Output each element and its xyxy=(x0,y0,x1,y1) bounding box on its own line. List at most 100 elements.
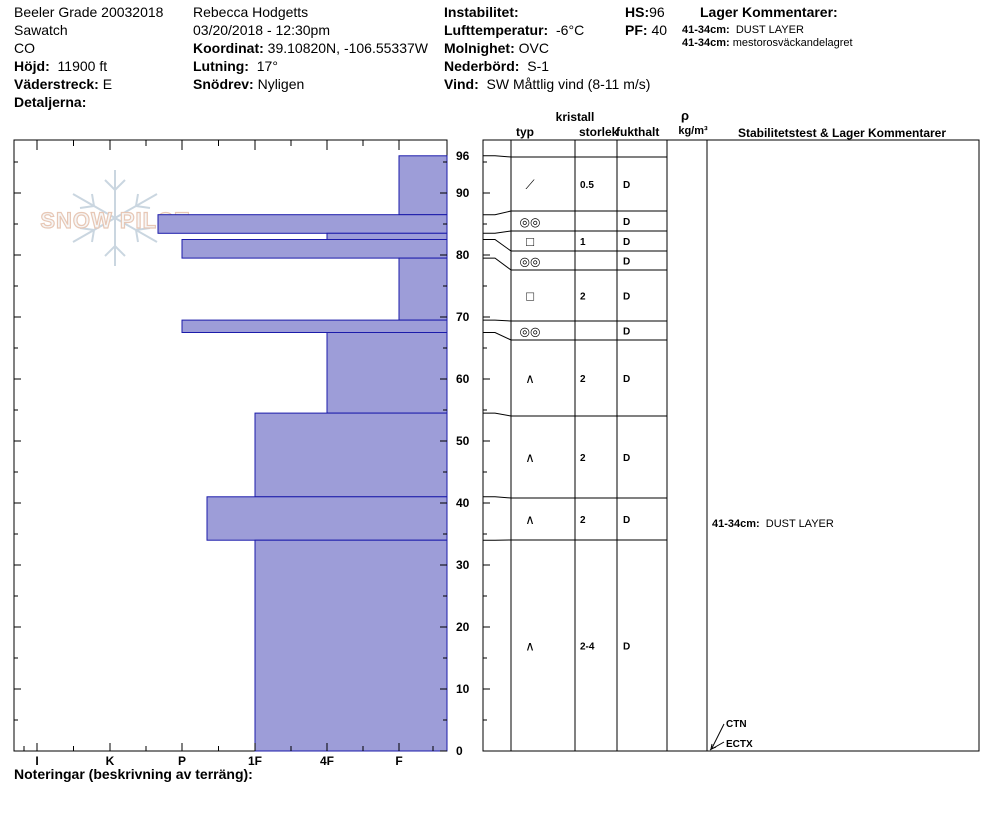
grain-size: 1 xyxy=(580,237,586,248)
layer-connector xyxy=(483,155,512,158)
hardness-bar-5 xyxy=(181,319,448,334)
moisture: D xyxy=(623,180,630,191)
details: Detaljerna: xyxy=(14,94,87,110)
header-stability: Stabilitetstest & Lager Kommentarer xyxy=(738,126,946,140)
hardness-bar-4 xyxy=(398,257,448,321)
air-temperature: Lufttemperatur: -6°C xyxy=(444,22,585,38)
layer-connector xyxy=(483,239,512,252)
layer-connector xyxy=(483,210,512,216)
test-ctn: CTN xyxy=(726,719,747,730)
depth-axis: 0 10 20 30 40 50 60 70 80 90 96 xyxy=(14,149,490,758)
hardness-label: F xyxy=(395,754,402,768)
header-size: storlek xyxy=(579,125,619,139)
hardness-bar-2 xyxy=(326,232,448,241)
grain-type-icon: ∧ xyxy=(525,371,535,386)
header-moisture: fukthalt xyxy=(616,125,659,139)
site-title: Beeler Grade 20032018 xyxy=(14,4,164,20)
header-type: typ xyxy=(516,125,534,139)
snow-height: HS:96 xyxy=(625,4,665,20)
depth-label: 0 xyxy=(456,744,463,758)
grain-type-icon: ◎◎ xyxy=(520,215,541,229)
hardness-bar-8 xyxy=(206,496,448,541)
depth-label: 50 xyxy=(456,434,470,448)
observer-name: Rebecca Hodgetts xyxy=(193,4,309,20)
aspect: Väderstreck: E xyxy=(14,76,113,92)
grain-type-icon: ◎◎ xyxy=(520,325,541,339)
header-density-unit: kg/m³ xyxy=(678,125,708,137)
header-rho: ρ xyxy=(681,108,689,123)
depth-label: 60 xyxy=(456,372,470,386)
hardness-bar-0 xyxy=(398,155,448,216)
grain-type-icon: ∧ xyxy=(525,450,535,465)
hardness-ticks: I K P 1F 4F F xyxy=(23,140,434,768)
header-col3: Instabilitet: Lufttemperatur: -6°C Molni… xyxy=(444,3,650,93)
layer-comment-2: 41-34cm: mestorosväckandelagret xyxy=(682,37,853,49)
test-ectx: ECTX xyxy=(726,739,753,750)
layer-rows: ⟋ 0.5 D ◎◎ D □ 1 D ◎◎ D □ 2 D ◎◎ D ∧ 2 D ∧ 2 D ∧ 2 D ∧ 2-4 D xyxy=(483,155,667,654)
hardness-bar-3 xyxy=(181,239,448,259)
grain-size: 2-4 xyxy=(580,642,595,653)
layer-table-columns xyxy=(510,140,708,751)
instability: Instabilitet: xyxy=(444,4,519,20)
wind-loading: Snödrev: Nyligen xyxy=(193,76,305,92)
hardness-label: K xyxy=(106,754,115,768)
moisture: D xyxy=(623,642,630,653)
grain-size: 2 xyxy=(580,292,586,303)
grain-type-icon: □ xyxy=(526,234,534,249)
layer-connector xyxy=(483,230,512,234)
moisture: D xyxy=(623,374,630,385)
mountain-range: Sawatch xyxy=(14,22,68,38)
notes-label: Noteringar (beskrivning av terräng): xyxy=(14,766,253,782)
precipitation: Nederbörd: S-1 xyxy=(444,58,550,74)
depth-label: 70 xyxy=(456,310,470,324)
stability-comment: 41-34cm: DUST LAYER xyxy=(712,518,834,530)
moisture: D xyxy=(623,515,630,526)
layer-connector xyxy=(483,319,512,322)
layer-connector xyxy=(483,332,512,341)
hardness-bar-7 xyxy=(254,412,448,498)
wind: Vind: SW Måttlig vind (8-11 m/s) xyxy=(444,76,651,92)
moisture: D xyxy=(623,292,630,303)
elevation: Höjd: 11900 ft xyxy=(14,58,108,74)
depth-label: 90 xyxy=(456,186,470,200)
header-col2: Rebecca Hodgetts 03/20/2018 - 12:30pm Ko… xyxy=(193,3,428,93)
layer-comment-1: 41-34cm: DUST LAYER xyxy=(682,24,804,36)
depth-label: 80 xyxy=(456,248,470,262)
layer-connector xyxy=(483,257,512,271)
moisture: D xyxy=(623,217,630,228)
hardness-label: 1F xyxy=(248,754,262,768)
layer-connector xyxy=(483,496,512,499)
stability-test-markers xyxy=(709,723,725,751)
grain-type-icon: ◎◎ xyxy=(520,255,541,269)
hardness-bar-1 xyxy=(157,214,448,234)
grain-type-icon: ∧ xyxy=(525,639,535,654)
hardness-bar-9 xyxy=(254,539,448,752)
grain-type-icon: □ xyxy=(526,289,534,304)
hardness-bars xyxy=(157,155,448,752)
snowflake-icon xyxy=(72,170,158,266)
moisture: D xyxy=(623,237,630,248)
moisture: D xyxy=(623,327,630,338)
grain-size: 2 xyxy=(580,374,586,385)
depth-label: 96 xyxy=(456,149,470,163)
layer-comments-title: Lager Kommentarer: xyxy=(700,4,838,20)
observation-datetime: 03/20/2018 - 12:30pm xyxy=(193,22,330,38)
penetration-foot: PF: 40 xyxy=(625,22,668,38)
depth-label: 10 xyxy=(456,682,470,696)
moisture: D xyxy=(623,453,630,464)
depth-label: 30 xyxy=(456,558,470,572)
coordinates: Koordinat: 39.10820N, -106.55337W xyxy=(193,40,428,56)
grain-size: 2 xyxy=(580,453,586,464)
grain-size: 2 xyxy=(580,515,586,526)
state: CO xyxy=(14,40,35,56)
header-crystal: kristall xyxy=(556,110,595,124)
sky-cover: Molnighet: OVC xyxy=(444,40,549,56)
grain-type-icon: ∧ xyxy=(525,512,535,527)
slope: Lutning: 17° xyxy=(193,58,278,74)
header-col1: Beeler Grade 20032018 Sawatch CO Höjd: 1… xyxy=(14,3,163,111)
grain-size: 0.5 xyxy=(580,180,594,191)
layer-connector xyxy=(483,412,512,417)
grain-type-icon: ⟋ xyxy=(525,177,535,192)
header-col4: HS:96 PF: 40 xyxy=(625,3,667,39)
